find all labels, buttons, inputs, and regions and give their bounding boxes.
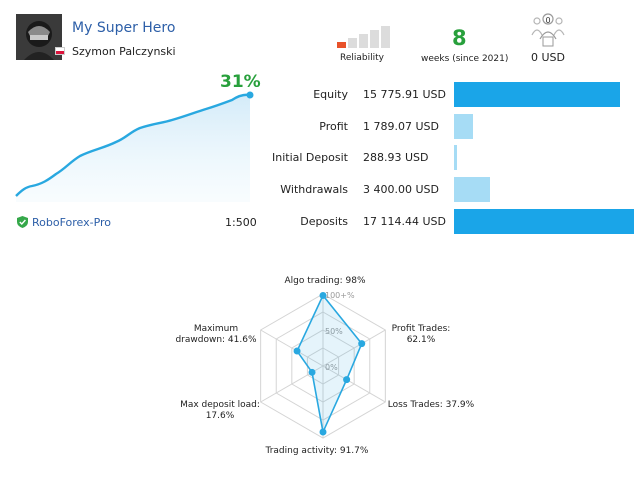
reliability-bar <box>359 34 368 48</box>
radar-axis-label: Maximum drawdown: 41.6% <box>175 324 257 345</box>
subscribers-count: 0 <box>545 16 550 25</box>
radar-chart[interactable]: 100+% 50% 0% <box>170 268 490 480</box>
verified-shield-icon <box>17 216 28 228</box>
reliability-bars-icon <box>337 26 390 48</box>
weeks-label: weeks (since 2021) <box>421 54 509 64</box>
radar-axis-label: Loss Trades: 37.9% <box>387 400 475 410</box>
radar-point[interactable] <box>319 428 327 436</box>
metric-row: Initial Deposit 288.93 USD <box>262 144 640 172</box>
metric-value: 15 775.91 USD <box>363 88 446 101</box>
metric-bar <box>454 82 620 107</box>
radar-data-area <box>296 293 363 435</box>
metric-label: Initial Deposit <box>272 151 348 164</box>
metric-row: Deposits 17 114.44 USD <box>262 208 640 236</box>
radar-point[interactable] <box>319 291 327 299</box>
radar-point[interactable] <box>343 376 351 384</box>
subscribers-icon: 0 <box>531 13 565 47</box>
reliability-bar <box>337 42 346 48</box>
metric-bar <box>454 177 490 202</box>
radar-axis-label: Profit Trades: 62.1% <box>391 324 451 345</box>
metric-value: 1 789.07 USD <box>363 120 439 133</box>
reliability-bar <box>348 38 357 48</box>
growth-area <box>16 94 250 202</box>
signal-title[interactable]: My Super Hero <box>72 20 176 36</box>
radar-spoke <box>260 329 324 367</box>
reliability-bar <box>370 30 379 48</box>
radar-point[interactable] <box>308 368 316 376</box>
metric-label: Deposits <box>300 215 348 228</box>
radar-spoke <box>322 365 386 403</box>
radar-axis-label: Max deposit load: 17.6% <box>180 400 260 421</box>
metric-label: Withdrawals <box>280 183 348 196</box>
owner-name[interactable]: Szymon Palczynski <box>72 45 176 58</box>
metric-bar <box>454 209 634 234</box>
metric-label: Profit <box>319 120 348 133</box>
radar-point[interactable] <box>358 340 366 348</box>
metric-row: Equity 15 775.91 USD <box>262 81 640 109</box>
radar-point[interactable] <box>293 347 301 355</box>
country-flag-icon <box>55 47 65 55</box>
radar-tick-label: 50% <box>325 327 343 336</box>
leverage-value: 1:500 <box>225 216 257 229</box>
avatar[interactable] <box>16 14 62 60</box>
growth-chart[interactable] <box>12 90 258 202</box>
radar-tick-label: 0% <box>325 363 338 372</box>
reliability-bar <box>381 26 390 48</box>
weeks-count: 8 <box>452 26 467 50</box>
metric-bar <box>454 145 457 170</box>
radar-tick-label: 100+% <box>325 291 355 300</box>
reliability-label: Reliability <box>340 53 384 63</box>
broker-link[interactable]: RoboForex-Pro <box>32 216 112 229</box>
radar-spoke <box>322 329 386 367</box>
metric-bar <box>454 114 473 139</box>
metric-row: Withdrawals 3 400.00 USD <box>262 176 640 204</box>
growth-line <box>15 93 251 197</box>
subscriptions-amount: 0 USD <box>531 51 565 64</box>
avatar-image <box>16 14 62 60</box>
radar-axis-label: Algo trading: 98% <box>284 276 366 286</box>
metric-row: Profit 1 789.07 USD <box>262 113 640 141</box>
metric-label: Equity <box>313 88 348 101</box>
radar-axis-label: Trading activity: 91.7% <box>265 446 369 456</box>
growth-percent: 31% <box>220 72 261 92</box>
metric-value: 3 400.00 USD <box>363 183 439 196</box>
growth-end-point <box>246 91 254 99</box>
metric-value: 288.93 USD <box>363 151 429 164</box>
metric-value: 17 114.44 USD <box>363 215 446 228</box>
